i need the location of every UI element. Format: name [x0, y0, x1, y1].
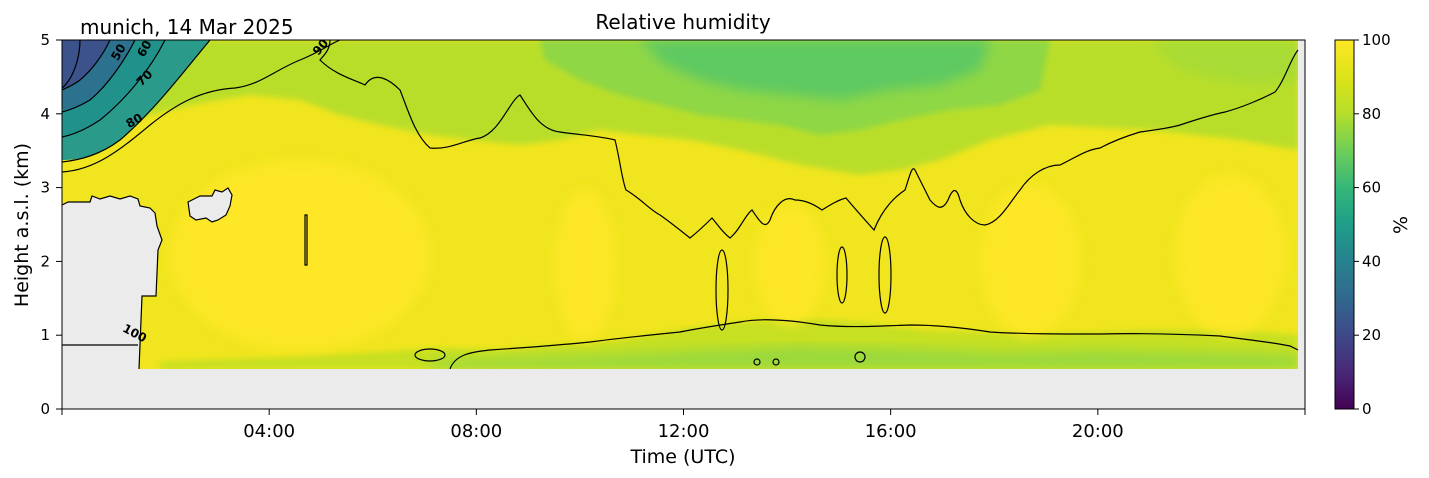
- x-tick-label: 12:00: [658, 421, 710, 442]
- contour-spike: [304, 214, 308, 266]
- field-lower-green: [420, 346, 1298, 369]
- missing-data-bottom: [62, 369, 1305, 409]
- contour-island-4: [878, 236, 892, 314]
- missing-data-right-strip: [1298, 40, 1305, 409]
- dry-layer-30: [62, 40, 110, 88]
- field-late-green: [1150, 40, 1298, 85]
- x-tick-label: 08:00: [450, 421, 502, 442]
- contour-island-7: [772, 358, 780, 366]
- contour-40: [62, 40, 111, 91]
- y-tick-label: 2: [40, 252, 50, 270]
- contour-90-cloudbase: [449, 319, 1299, 370]
- contour-island-2: [715, 249, 729, 331]
- contour-50: [62, 40, 136, 113]
- x-tick-label: 04:00: [243, 421, 295, 442]
- contour-island-5: [854, 351, 866, 363]
- contour-missing-patch: [187, 187, 233, 223]
- contour-island-3: [836, 246, 848, 304]
- y-tick-label: 0: [40, 400, 50, 418]
- field-midday-deep: [640, 40, 990, 100]
- contour-60: [62, 40, 166, 138]
- x-tick-label: 20:00: [1072, 421, 1124, 442]
- y-axis: 0 1 2 3 4 5: [40, 31, 62, 418]
- missing-data-left-block: [62, 196, 162, 369]
- field-core-1: [170, 160, 430, 350]
- colorbar-tick-label: 0: [1362, 400, 1372, 418]
- colorbar-tick-label: 20: [1362, 326, 1381, 344]
- colorbar-tick-label: 80: [1362, 105, 1381, 123]
- y-tick-label: 4: [40, 105, 50, 123]
- colorbar-label: %: [1390, 216, 1412, 234]
- chart-title: Relative humidity: [595, 10, 770, 34]
- field-core-3: [755, 205, 825, 325]
- contour-island-6: [753, 358, 761, 366]
- y-tick-label: 5: [40, 31, 50, 49]
- x-tick-label: 16:00: [865, 421, 917, 442]
- colorbar-ticks: 0 20 40 60 80 100: [1354, 31, 1391, 418]
- y-axis-title: Height a.s.l. (km): [11, 143, 33, 307]
- contour-90-upper: [319, 40, 1299, 239]
- field-core-2: [555, 190, 615, 340]
- field-core-5: [1175, 175, 1285, 335]
- y-tick-label: 1: [40, 326, 50, 344]
- colorbar-gradient: [1334, 39, 1355, 410]
- field-core-4: [980, 185, 1080, 335]
- contour-80: [62, 40, 341, 173]
- y-tick-label: 3: [40, 179, 50, 197]
- colorbar-tick-label: 40: [1362, 252, 1381, 270]
- contour-30: [62, 40, 81, 89]
- contour-70: [62, 40, 211, 163]
- chart-subtitle: munich, 14 Mar 2025: [80, 15, 294, 39]
- x-axis: 04:00 08:00 12:00 16:00 20:00: [61, 409, 1306, 442]
- colorbar-tick-label: 100: [1362, 31, 1391, 49]
- x-axis-title: Time (UTC): [629, 446, 735, 468]
- colorbar: 0 20 40 60 80 100 %: [1334, 31, 1412, 418]
- contour-missing-left-edge: [62, 195, 163, 370]
- contour-lines: [62, 40, 1299, 370]
- contour-island-1: [414, 348, 446, 362]
- colorbar-tick-label: 60: [1362, 179, 1381, 197]
